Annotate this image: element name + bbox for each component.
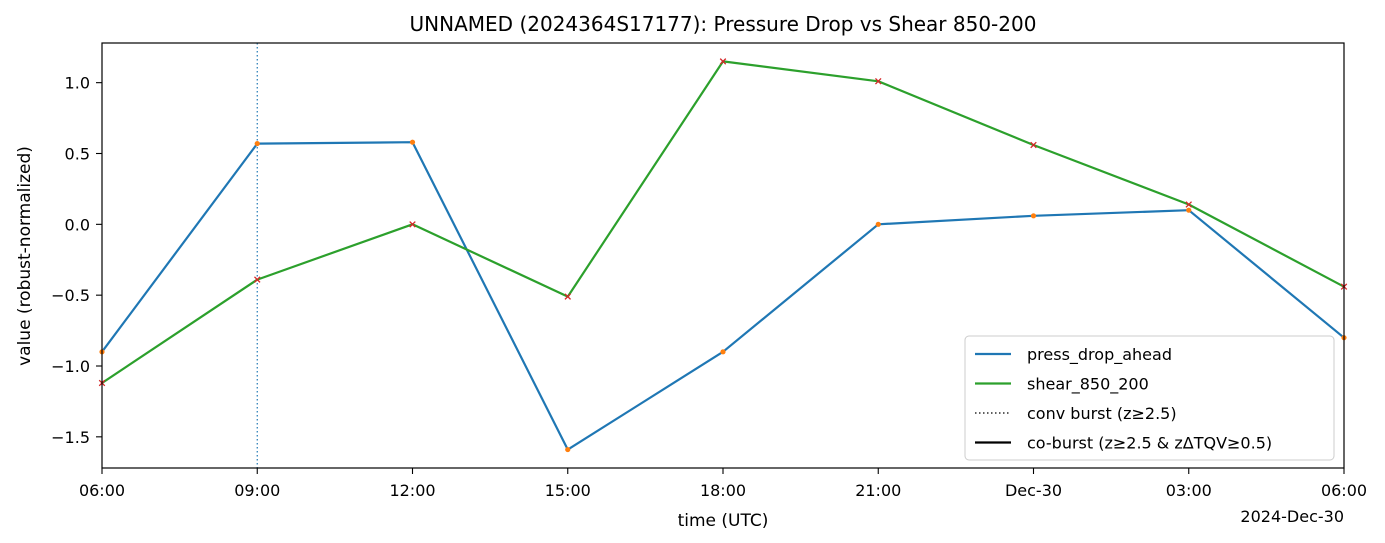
y-tick-label: −0.5 xyxy=(51,286,90,305)
legend-entry-label: conv burst (z≥2.5) xyxy=(1027,404,1177,423)
x-tick-label: 21:00 xyxy=(855,481,901,500)
data-point-shear_850_200-4 xyxy=(719,58,727,65)
x-offset-label: 2024-Dec-30 xyxy=(1240,507,1344,526)
x-tick-label: Dec-30 xyxy=(1005,481,1062,500)
x-tick-label: 18:00 xyxy=(700,481,746,500)
data-point-shear_850_200-6 xyxy=(1030,141,1037,149)
marker-stroke xyxy=(409,221,416,228)
y-axis-label: value (robust-normalized) xyxy=(15,146,35,366)
y-tick-label: 0.5 xyxy=(65,145,90,164)
x-tick-label: 15:00 xyxy=(545,481,591,500)
data-point-press_drop_ahead-1 xyxy=(254,140,260,147)
data-point-press_drop_ahead-7 xyxy=(1186,207,1192,213)
data-point-shear_850_200-2 xyxy=(409,221,416,228)
data-point-shear_850_200-5 xyxy=(874,77,882,85)
data-point-shear_850_200-1 xyxy=(253,276,261,283)
legend-entry-label: shear_850_200 xyxy=(1027,375,1149,395)
marker-stroke xyxy=(874,77,882,85)
x-tick-label: 12:00 xyxy=(389,481,435,500)
x-tick-label: 06:00 xyxy=(1321,481,1367,500)
x-tick-label: 09:00 xyxy=(234,481,280,500)
data-point-press_drop_ahead-6 xyxy=(1030,213,1037,219)
data-point-shear_850_200-3 xyxy=(564,293,572,300)
data-point-press_drop_ahead-2 xyxy=(409,139,416,145)
data-point-press_drop_ahead-4 xyxy=(720,349,726,355)
series-line-shear_850_200 xyxy=(101,60,1345,384)
y-tick-label: 0.0 xyxy=(65,215,90,234)
marker-stroke xyxy=(1030,141,1037,149)
marker-stroke xyxy=(719,58,727,65)
legend-entry-label: co-burst (z≥2.5 & zΔTQV≥0.5) xyxy=(1027,434,1272,453)
data-point-press_drop_ahead-3 xyxy=(565,446,571,453)
x-axis-label: time (UTC) xyxy=(678,511,769,531)
x-axis: 06:00 09:00 12:00 15:00 18:00 21:00 Dec-30 03:0… xyxy=(79,468,1367,500)
marker-stroke xyxy=(253,276,261,283)
legend-entry-label: press_drop_ahead xyxy=(1027,345,1172,365)
marker-stroke xyxy=(1185,201,1193,208)
x-tick-label: 06:00 xyxy=(79,481,125,500)
y-tick-label: −1.0 xyxy=(51,357,90,376)
y-tick-label: −1.5 xyxy=(51,428,90,447)
marker-stroke xyxy=(564,293,572,300)
data-point-shear_850_200-7 xyxy=(1185,201,1193,208)
plot-area xyxy=(98,43,1348,468)
x-tick-label: 03:00 xyxy=(1166,481,1212,500)
y-tick-label: 1.0 xyxy=(65,74,90,93)
y-axis: −1.5 −1.0 −0.5 0.0 0.5 1.0 xyxy=(51,74,102,447)
legend-box xyxy=(964,335,1335,461)
chart-title: UNNAMED (2024364S17177): Pressure Drop v… xyxy=(410,12,1037,36)
data-point-press_drop_ahead-5 xyxy=(875,221,881,227)
